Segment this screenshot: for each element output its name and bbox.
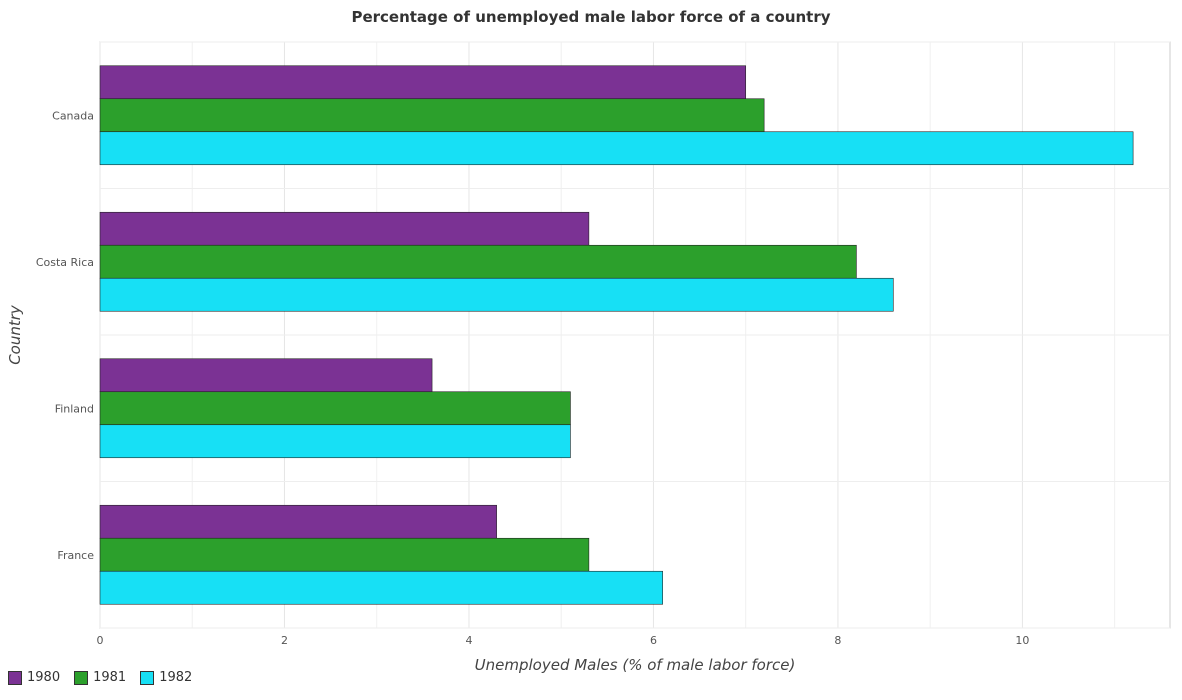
bar-costa-rica-1982 (99, 277, 894, 312)
legend-swatch (140, 670, 155, 685)
x-tick-label: 6 (650, 634, 657, 647)
legend-label: 1981 (93, 670, 127, 685)
legend-label: 1980 (27, 670, 61, 685)
bar-finland-1981 (99, 391, 571, 426)
y-tick-label: Canada (52, 109, 94, 122)
bar-canada-1980 (99, 65, 746, 100)
legend-item-1982: 1982 (140, 670, 192, 685)
y-tick-label: Finland (55, 402, 94, 415)
x-tick-label: 2 (281, 634, 288, 647)
chart-title: Percentage of unemployed male labor forc… (351, 8, 831, 26)
x-tick-label: 0 (97, 634, 104, 647)
legend-item-1981: 1981 (74, 670, 126, 685)
bar-canada-1982 (99, 131, 1134, 166)
legend-label: 1982 (159, 670, 193, 685)
legend-swatch (74, 670, 89, 685)
x-axis-title: Unemployed Males (% of male labor force) (475, 656, 796, 674)
y-axis-title: Country (6, 304, 24, 365)
bar-finland-1982 (99, 424, 571, 459)
legend-swatch (8, 670, 22, 685)
bar-france-1981 (99, 537, 590, 572)
legend-item-1980: 1980 (8, 670, 60, 685)
x-tick-label: 4 (465, 634, 472, 647)
bar-costa-rica-1981 (99, 244, 857, 279)
bar-costa-rica-1980 (99, 211, 590, 246)
bar-france-1980 (99, 504, 497, 539)
bar-finland-1980 (99, 358, 433, 393)
bar-canada-1981 (99, 98, 765, 133)
y-tick-label: France (57, 549, 94, 562)
y-tick-label: Costa Rica (36, 256, 94, 269)
x-tick-label: 10 (1015, 634, 1029, 647)
x-tick-label: 8 (834, 634, 841, 647)
legend: 1980 1981 1982 (8, 670, 198, 685)
bar-france-1982 (99, 570, 663, 605)
